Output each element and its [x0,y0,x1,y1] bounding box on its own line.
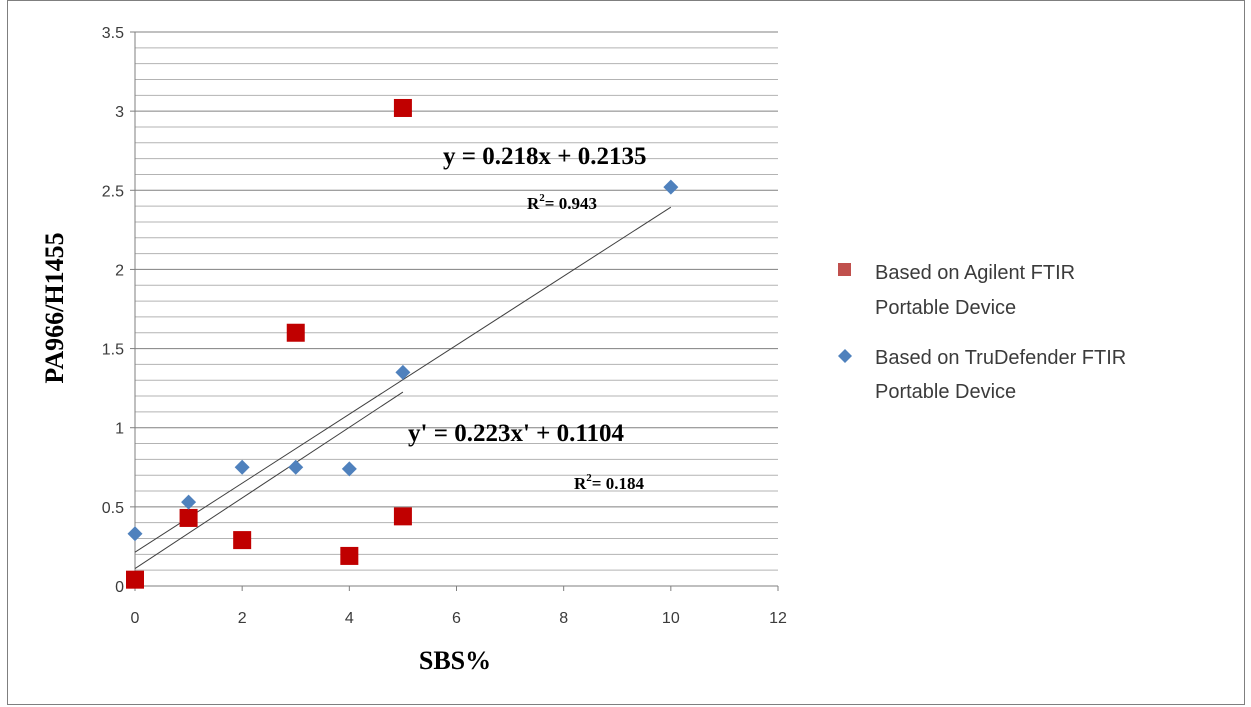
data-points [126,98,679,589]
legend-label-agilent-line2: Portable Device [875,297,1016,319]
x-tick-label: 12 [769,610,787,627]
r2-letter: R [527,194,540,213]
data-point-diamond [663,179,679,195]
x-tick-label: 2 [238,610,247,627]
data-point-square [233,531,252,550]
y-tick-label: 0 [115,579,124,596]
y-tick-label: 1.5 [102,342,124,359]
data-point-square [126,570,144,589]
y-tick-labels: 0 0.5 1 1.5 2 2.5 3 3.5 [102,25,124,596]
data-point-diamond [288,459,304,475]
y-tick-label: 1 [115,421,124,438]
x-tick-label: 10 [662,610,680,627]
y-tick-label: 2 [115,262,124,279]
chart-frame [7,0,1245,705]
truedefender-equation: y = 0.218x + 0.2135 [443,143,647,170]
agilent-equation: y' = 0.223x' + 0.1104 [408,420,625,447]
x-tick-label: 4 [345,610,354,627]
y-axis-title: PA966/H1455 [40,232,69,383]
data-point-diamond [181,494,197,510]
r2-value: = 0.184 [592,474,645,493]
r2-superscript: 2 [539,192,545,204]
data-point-square [393,98,412,117]
legend-label-truedefender-line2: Portable Device [875,381,1016,403]
legend-label-agilent-line1: Based on Agilent FTIR [875,262,1075,284]
x-tick-label: 0 [131,610,140,627]
legend-label-truedefender-line1: Based on TruDefender FTIR [875,347,1126,369]
axes [130,31,779,591]
data-point-diamond [127,526,143,542]
y-tick-label: 3 [115,104,124,121]
x-tick-label: 6 [452,610,461,627]
data-point-diamond [234,459,250,475]
data-point-diamond [395,364,411,380]
data-point-diamond [341,461,357,477]
r2-letter: R [574,474,587,493]
data-point-square [393,507,412,526]
r2-value: = 0.943 [545,194,597,213]
y-tick-label: 0.5 [102,500,124,517]
x-tick-label: 8 [559,610,568,627]
y-tick-label: 3.5 [102,25,124,42]
data-point-square [340,546,359,565]
legend-marker-truedefender [838,349,852,363]
x-tick-labels: 0 2 4 6 8 10 12 [131,610,787,627]
legend-marker-agilent [838,263,851,276]
y-tick-label: 2.5 [102,183,124,200]
data-point-square [286,323,305,342]
trendline [134,391,404,569]
r2-superscript: 2 [586,472,592,484]
truedefender-r2: R2= 0.943 [527,192,597,213]
gridlines [135,31,778,571]
legend: Based on Agilent FTIR Portable Device Ba… [838,262,1126,403]
data-point-square [179,508,198,527]
agilent-r2: R2= 0.184 [574,472,644,493]
x-axis-title: SBS% [419,646,491,675]
